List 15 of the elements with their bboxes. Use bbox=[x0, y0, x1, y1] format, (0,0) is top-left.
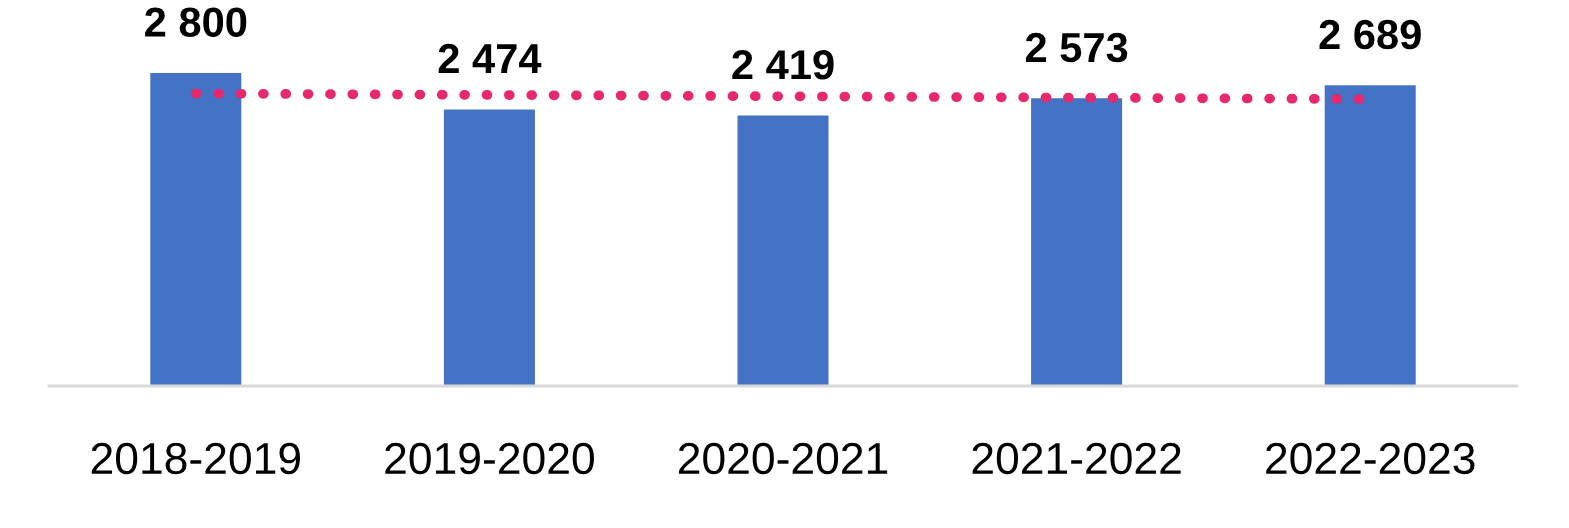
data-label: 2 474 bbox=[438, 43, 542, 73]
x-tick-label: 2022-2023 bbox=[1266, 442, 1475, 475]
data-label: 2 419 bbox=[732, 50, 834, 80]
x-tick-label: 2018-2019 bbox=[91, 442, 300, 475]
data-label: 2 800 bbox=[145, 7, 247, 37]
bar bbox=[443, 109, 535, 386]
bar bbox=[1031, 98, 1123, 386]
bar bbox=[1324, 85, 1416, 386]
bar bbox=[150, 72, 242, 386]
x-tick-label: 2021-2022 bbox=[972, 442, 1181, 475]
bar bbox=[737, 115, 829, 386]
data-label: 2 573 bbox=[1025, 32, 1128, 63]
data-label: 2 689 bbox=[1319, 19, 1421, 50]
x-tick-label: 2020-2021 bbox=[678, 442, 888, 475]
x-tick-label: 2019-2020 bbox=[385, 442, 594, 475]
